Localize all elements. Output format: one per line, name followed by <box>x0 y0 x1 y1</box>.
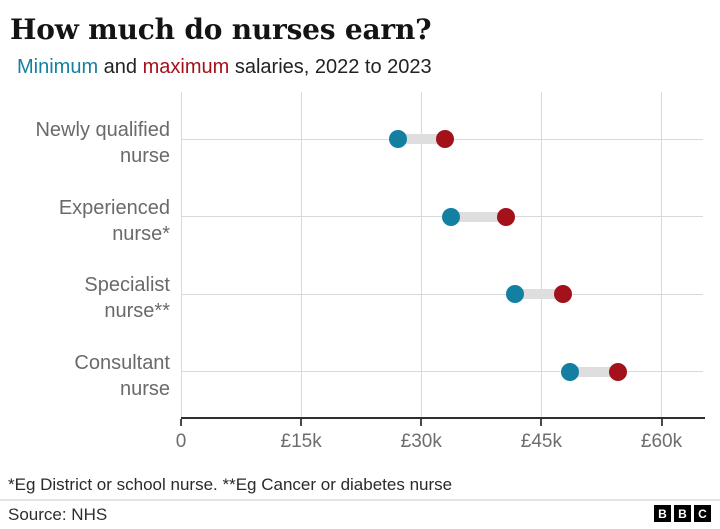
maximum-salary-dot <box>553 285 572 303</box>
x-axis-tick <box>660 419 663 426</box>
category-label: Consultant nurse <box>74 351 170 400</box>
range-connector <box>569 366 619 377</box>
subtitle-and-text: and <box>98 56 143 78</box>
bbc-logo-letter: C <box>694 505 711 522</box>
vertical-gridline <box>180 92 182 417</box>
x-axis-line <box>181 417 705 419</box>
maximum-salary-dot <box>609 362 628 381</box>
bbc-logo: B B C <box>654 505 711 522</box>
minimum-salary-dot <box>560 362 579 381</box>
category-label: Experienced nurse* <box>58 196 170 245</box>
range-connector <box>397 134 445 144</box>
x-axis-tick <box>420 419 423 426</box>
minimum-salary-dot <box>505 285 524 303</box>
bbc-logo-letter: B <box>674 505 691 522</box>
chart-title: How much do nurses earn? <box>10 13 432 46</box>
chart-subtitle: Minimum and maximum salaries, 2022 to 20… <box>17 56 432 79</box>
x-axis-tick-label: £15k <box>280 431 322 452</box>
source-credit: Source: NHS <box>8 505 108 524</box>
vertical-gridline <box>300 92 302 417</box>
category-label: Newly qualified nurse <box>35 119 170 167</box>
legend-minimum-label: Minimum <box>17 56 99 78</box>
x-axis-tick <box>300 419 303 426</box>
x-axis-tick-label: £30k <box>400 431 442 452</box>
minimum-salary-dot <box>388 130 407 148</box>
x-axis-tick <box>180 419 182 426</box>
minimum-salary-dot <box>441 207 460 226</box>
range-connector <box>514 289 563 299</box>
x-axis-tick-label: £45k <box>520 431 562 452</box>
category-label: Specialist nurse** <box>84 274 170 322</box>
horizontal-gridline <box>181 293 703 295</box>
range-connector <box>450 211 507 222</box>
x-axis-tick-label: 0 <box>175 431 187 452</box>
maximum-salary-dot <box>435 130 454 148</box>
footer-divider <box>0 499 720 501</box>
bbc-logo-letter: B <box>654 505 671 522</box>
vertical-gridline <box>420 92 422 417</box>
vertical-gridline <box>540 92 542 417</box>
horizontal-gridline <box>181 371 703 372</box>
chart-footnote: *Eg District or school nurse. **Eg Cance… <box>8 475 453 494</box>
maximum-salary-dot <box>497 207 516 226</box>
subtitle-rest-text: salaries, 2022 to 2023 <box>229 56 432 78</box>
x-axis-tick <box>540 419 543 426</box>
legend-maximum-label: maximum <box>142 56 230 78</box>
x-axis-tick-label: £60k <box>640 431 683 452</box>
vertical-gridline <box>661 92 662 417</box>
